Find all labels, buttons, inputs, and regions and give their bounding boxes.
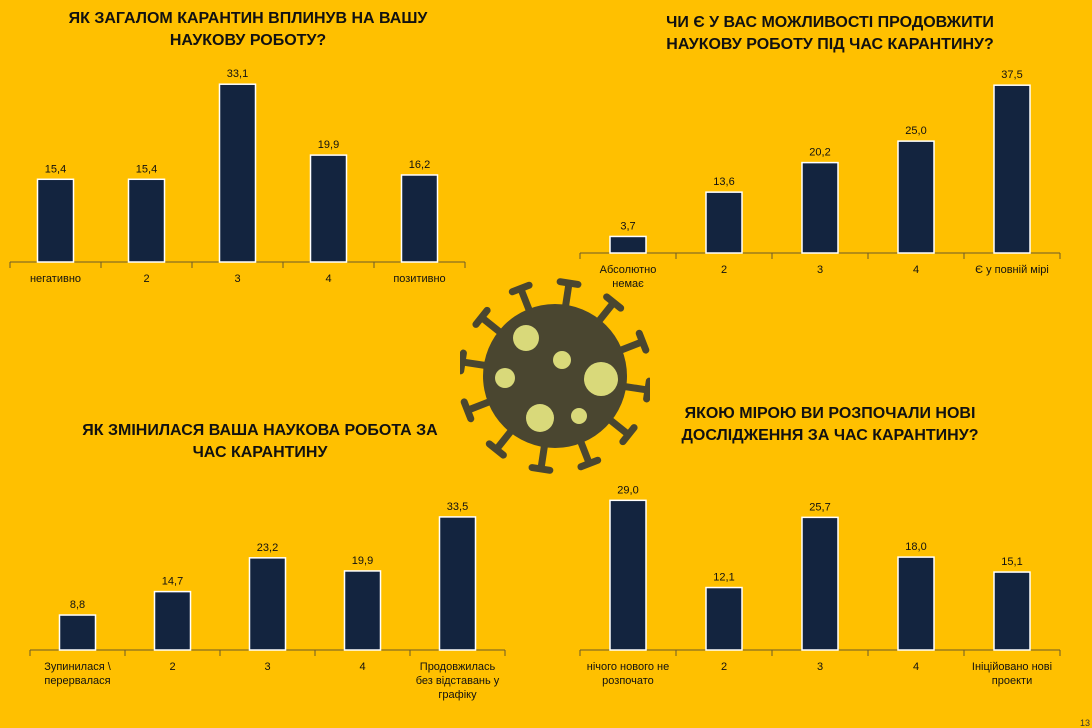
x-tick-label: 3 [264,661,270,673]
x-tick-label: нічого нового не [587,661,669,673]
data-label: 14,7 [162,576,183,588]
data-label: 19,9 [318,139,339,151]
chart-title: ЯК ЗМІНИЛАСЯ ВАША НАУКОВА РОБОТА ЗА ЧАС … [82,422,438,461]
bar [993,84,1031,254]
chart-title: ЯКОЮ МІРОЮ ВИ РОЗПОЧАЛИ НОВІ ДОСЛІДЖЕННЯ… [681,405,979,444]
bar [309,154,348,263]
x-tick-label: 4 [359,661,365,673]
bar [705,586,743,651]
data-label: 33,1 [227,68,248,80]
data-label: 12,1 [713,572,734,584]
x-tick-label: перервалася [44,675,110,687]
data-label: 19,9 [352,555,373,567]
x-tick-label: Є у повній мірі [975,264,1049,276]
bar [400,174,439,263]
bar [58,614,97,651]
x-tick-label: 2 [169,661,175,673]
x-tick-label: Продовжилась [420,661,496,673]
data-label: 25,0 [905,125,926,137]
x-tick-label: 3 [817,264,823,276]
x-tick-label: 2 [721,661,727,673]
data-label: 18,0 [905,541,926,553]
data-label: 37,5 [1001,69,1022,81]
data-label: 23,2 [257,542,278,554]
data-label: 33,5 [447,501,468,513]
chart-title: ЯК ЗАГАЛОМ КАРАНТИН ВПЛИНУВ НА ВАШУ НАУК… [68,10,428,49]
bar [153,590,192,651]
data-label: 16,2 [409,159,430,171]
data-label: 15,4 [45,163,66,175]
x-tick-label: проекти [992,675,1032,687]
x-tick-label: без відставань у [416,675,500,687]
bar [897,140,935,254]
x-tick-label: 4 [913,661,919,673]
chart-title: ЧИ Є У ВАС МОЖЛИВОСТІ ПРОДОВЖИТИ НАУКОВУ… [666,14,994,53]
data-label: 3,7 [620,220,635,232]
x-tick-label: Зупинилася \ [44,661,112,673]
data-label: 8,8 [70,599,85,611]
x-tick-label: позитивно [393,273,445,285]
data-label: 29,0 [617,484,638,496]
bar [801,161,839,254]
bar [248,557,287,651]
x-tick-label: негативно [30,273,81,285]
bar [438,516,477,651]
data-label: 15,1 [1001,556,1022,568]
x-tick-label: 3 [234,273,240,285]
bar [705,191,743,254]
x-tick-label: розпочато [602,675,654,687]
bar [993,571,1031,651]
data-label: 20,2 [809,147,830,159]
x-tick-label: Ініційовано нові [972,661,1052,673]
x-tick-label: 4 [325,273,331,285]
bar [801,516,839,651]
bar [609,235,647,254]
data-label: 15,4 [136,163,157,175]
bar [127,178,166,263]
x-tick-label: 2 [143,273,149,285]
bar [609,499,647,651]
virus-icon [460,278,650,474]
page-number: 13 [1079,718,1090,728]
data-label: 25,7 [809,501,830,513]
bar [218,83,257,263]
bar [897,556,935,651]
bar [343,570,382,651]
x-tick-label: 2 [721,264,727,276]
x-tick-label: Абсолютно [600,264,657,276]
data-label: 13,6 [713,176,734,188]
x-tick-label: графіку [438,689,477,701]
x-tick-label: 3 [817,661,823,673]
x-tick-label: 4 [913,264,919,276]
bar [36,178,75,263]
